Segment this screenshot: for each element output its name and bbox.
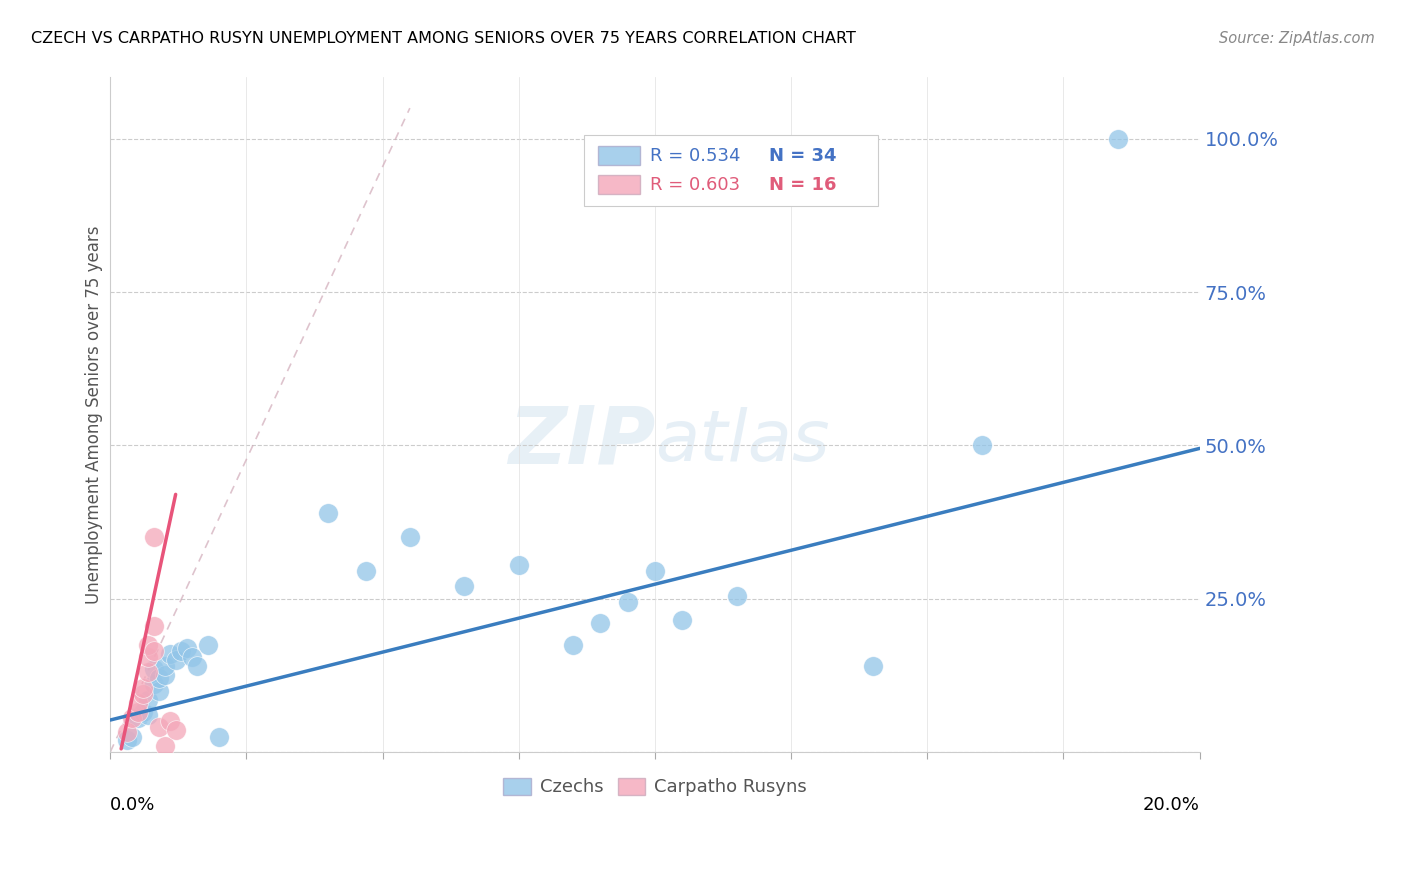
Point: [589, 616, 612, 631]
Point: [148, 720, 170, 734]
FancyBboxPatch shape: [599, 175, 640, 194]
Point: [671, 613, 693, 627]
Point: [142, 677, 165, 691]
Text: Source: ZipAtlas.com: Source: ZipAtlas.com: [1219, 31, 1375, 46]
Point: [121, 711, 143, 725]
Point: [132, 705, 155, 719]
Text: R = 0.603: R = 0.603: [650, 176, 740, 194]
Text: CZECH VS CARPATHO RUSYN UNEMPLOYMENT AMONG SENIORS OVER 75 YEARS CORRELATION CHA: CZECH VS CARPATHO RUSYN UNEMPLOYMENT AMO…: [31, 31, 856, 46]
Point: [186, 659, 208, 673]
Point: [644, 564, 666, 578]
Text: ZIP: ZIP: [508, 402, 655, 481]
Point: [148, 683, 170, 698]
Point: [181, 649, 204, 664]
Point: [153, 739, 176, 753]
Point: [132, 681, 155, 695]
Point: [138, 708, 160, 723]
Point: [170, 644, 193, 658]
Point: [121, 730, 143, 744]
Text: atlas: atlas: [655, 407, 830, 476]
Point: [562, 638, 585, 652]
Text: 0.0%: 0.0%: [110, 796, 156, 814]
Point: [138, 665, 160, 680]
Point: [153, 668, 176, 682]
Point: [132, 687, 155, 701]
Point: [142, 644, 165, 658]
Point: [1107, 132, 1129, 146]
Point: [127, 705, 149, 719]
Point: [725, 589, 748, 603]
Point: [356, 564, 378, 578]
Point: [508, 558, 530, 572]
Point: [148, 671, 170, 685]
Point: [165, 723, 187, 738]
Point: [862, 659, 884, 673]
Point: [127, 711, 149, 725]
Point: [316, 506, 339, 520]
Point: [138, 638, 160, 652]
FancyBboxPatch shape: [599, 146, 640, 165]
Point: [115, 724, 138, 739]
Point: [138, 649, 160, 664]
Point: [115, 732, 138, 747]
Point: [142, 619, 165, 633]
Point: [142, 662, 165, 676]
Point: [453, 579, 475, 593]
Point: [197, 638, 219, 652]
Legend: Czechs, Carpatho Rusyns: Czechs, Carpatho Rusyns: [496, 771, 814, 804]
Point: [159, 647, 181, 661]
Point: [399, 530, 422, 544]
Point: [138, 693, 160, 707]
Point: [616, 595, 638, 609]
Point: [176, 640, 198, 655]
Point: [127, 696, 149, 710]
Point: [142, 530, 165, 544]
Point: [165, 653, 187, 667]
Point: [153, 659, 176, 673]
Text: N = 16: N = 16: [769, 176, 837, 194]
Point: [208, 730, 231, 744]
Point: [970, 438, 993, 452]
Y-axis label: Unemployment Among Seniors over 75 years: Unemployment Among Seniors over 75 years: [86, 226, 103, 604]
FancyBboxPatch shape: [583, 135, 879, 205]
Text: R = 0.534: R = 0.534: [650, 146, 740, 165]
Point: [159, 714, 181, 729]
Text: N = 34: N = 34: [769, 146, 837, 165]
Text: 20.0%: 20.0%: [1143, 796, 1199, 814]
